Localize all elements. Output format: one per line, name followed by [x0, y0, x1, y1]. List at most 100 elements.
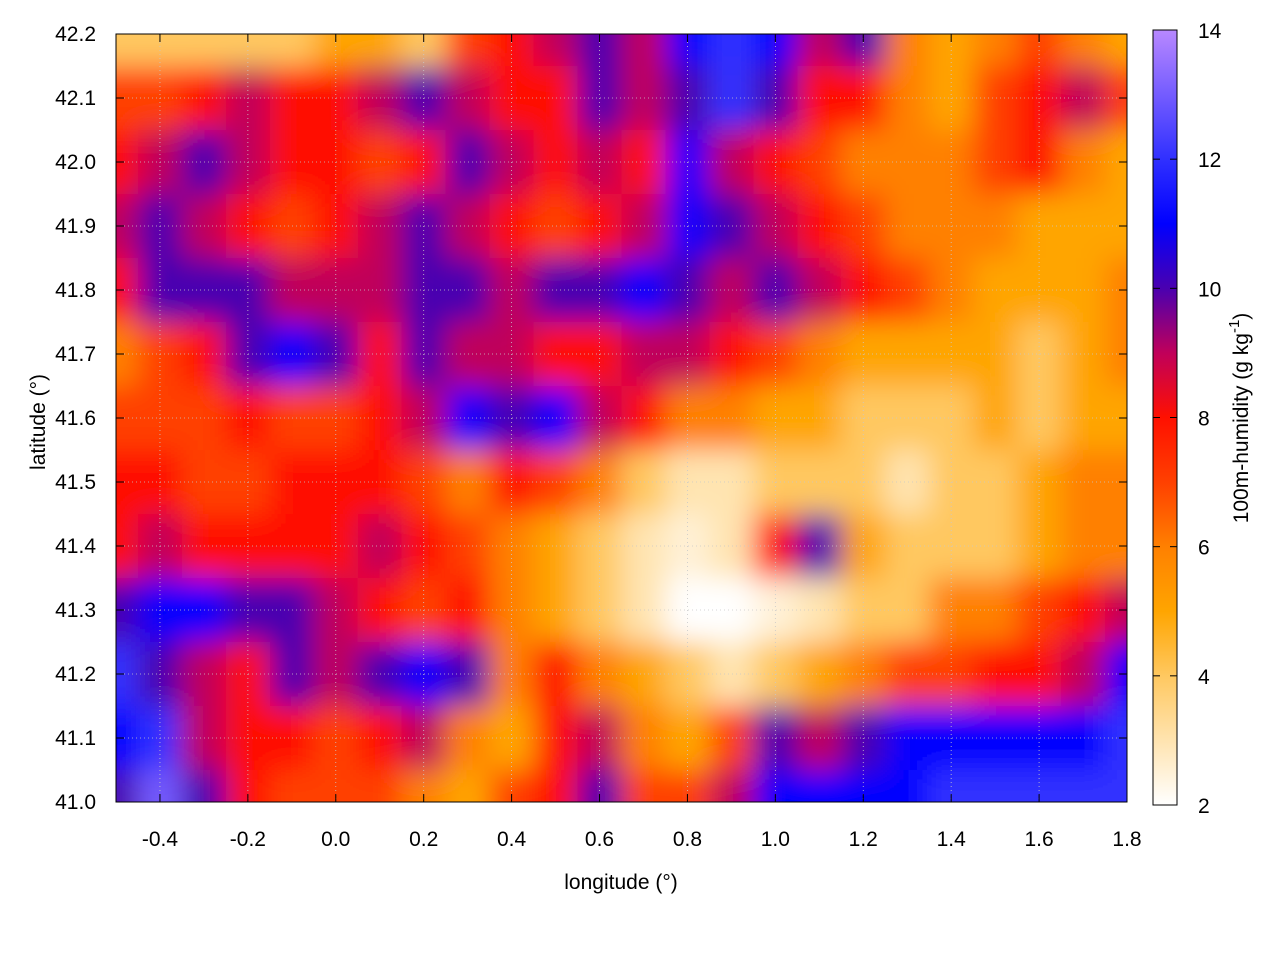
heatmap-cell — [401, 130, 447, 195]
y-tick-label: 41.3 — [55, 599, 96, 622]
heatmap-cell — [489, 322, 535, 387]
heatmap-cell — [401, 514, 447, 579]
heatmap-cell — [181, 514, 227, 579]
heatmap-cell — [1061, 450, 1107, 515]
heatmap-cell — [621, 770, 667, 802]
heatmap-cell — [533, 322, 579, 387]
y-tick-label: 41.5 — [55, 471, 96, 494]
y-tick-label: 41.2 — [55, 663, 96, 686]
heatmap-cell — [181, 66, 227, 131]
heatmap-cell — [1061, 770, 1107, 802]
heatmap-cell — [269, 514, 315, 579]
heatmap-cell — [753, 322, 799, 387]
colorbar-tick-label: 4 — [1198, 666, 1210, 689]
heatmap-cell — [137, 66, 183, 131]
heatmap-cell — [445, 194, 491, 259]
heatmap-cell — [841, 706, 887, 771]
heatmap-cell — [1061, 34, 1107, 67]
heatmap-cell — [1105, 450, 1127, 515]
heatmap-cell — [137, 642, 183, 707]
heatmap-cell — [533, 642, 579, 707]
heatmap-cell — [445, 578, 491, 643]
heatmap-cell — [577, 322, 623, 387]
heatmap-cell — [973, 194, 1019, 259]
heatmap-cell — [116, 34, 139, 67]
heatmap-cell — [973, 578, 1019, 643]
heatmap-cell — [269, 450, 315, 515]
y-tick-label: 41.8 — [55, 279, 96, 302]
heatmap-cell — [489, 706, 535, 771]
heatmap-cell — [885, 34, 931, 67]
heatmap-cell — [973, 130, 1019, 195]
y-tick-label: 42.0 — [55, 151, 96, 174]
heatmap-cell — [269, 386, 315, 451]
heatmap-cell — [181, 642, 227, 707]
heatmap-cell — [797, 66, 843, 131]
heatmap-cell — [753, 706, 799, 771]
heatmap-cell — [1017, 514, 1063, 579]
heatmap-cell — [116, 130, 139, 195]
heatmap-cell — [753, 194, 799, 259]
heatmap-cell — [797, 34, 843, 67]
heatmap-cell — [116, 386, 139, 451]
heatmap-cell — [885, 322, 931, 387]
heatmap-cell — [665, 706, 711, 771]
heatmap-cell — [357, 514, 403, 579]
heatmap-cell — [116, 258, 139, 323]
heatmap-cell — [1105, 386, 1127, 451]
heatmap-cell — [137, 578, 183, 643]
heatmap-cell — [621, 386, 667, 451]
heatmap-cell — [445, 450, 491, 515]
heatmap-cell — [533, 578, 579, 643]
heatmap-cell — [181, 578, 227, 643]
heatmap-cell — [577, 386, 623, 451]
heatmap-cell — [929, 642, 975, 707]
heatmap-cell — [797, 258, 843, 323]
heatmap-cell — [181, 194, 227, 259]
heatmap-cell — [1061, 258, 1107, 323]
x-tick-label: 1.6 — [1024, 828, 1053, 851]
heatmap-cell — [137, 706, 183, 771]
heatmap-cell — [621, 130, 667, 195]
heatmap-cell — [621, 258, 667, 323]
y-tick-label: 41.9 — [55, 215, 96, 238]
heatmap-cell — [1061, 194, 1107, 259]
heatmap-cell — [1105, 34, 1127, 67]
heatmap-cell — [269, 194, 315, 259]
x-tick-label: 0.2 — [409, 828, 438, 851]
heatmap-cell — [1061, 130, 1107, 195]
heatmap-cell — [1105, 258, 1127, 323]
heatmap-cell — [709, 770, 755, 802]
heatmap-cell — [181, 130, 227, 195]
heatmap-cell — [1017, 322, 1063, 387]
heatmap-cell — [577, 194, 623, 259]
x-tick-label: 0.4 — [497, 828, 527, 851]
heatmap-area — [116, 34, 1127, 802]
heatmap-cell — [269, 34, 315, 67]
heatmap-cell — [1017, 66, 1063, 131]
heatmap-cell — [841, 770, 887, 802]
heatmap-cell — [929, 194, 975, 259]
heatmap-cell — [753, 770, 799, 802]
heatmap-cell — [841, 578, 887, 643]
heatmap-cell — [116, 706, 139, 771]
heatmap-cell — [116, 578, 139, 643]
heatmap-cell — [885, 386, 931, 451]
heatmap-cell — [116, 642, 139, 707]
heatmap-cell — [225, 66, 271, 131]
heatmap-cell — [885, 130, 931, 195]
heatmap-cell — [1017, 642, 1063, 707]
heatmap-cell — [445, 258, 491, 323]
heatmap-cell — [1105, 514, 1127, 579]
heatmap-cell — [533, 706, 579, 771]
x-tick-label: 1.0 — [761, 828, 790, 851]
heatmap-cell — [1017, 770, 1063, 802]
heatmap-cell — [116, 450, 139, 515]
heatmap-cell — [973, 34, 1019, 67]
heatmap-cell — [1061, 514, 1107, 579]
heatmap-cell — [753, 642, 799, 707]
heatmap-cell — [357, 450, 403, 515]
heatmap-cell — [1105, 578, 1127, 643]
heatmap-cell — [401, 258, 447, 323]
heatmap-cell — [225, 322, 271, 387]
